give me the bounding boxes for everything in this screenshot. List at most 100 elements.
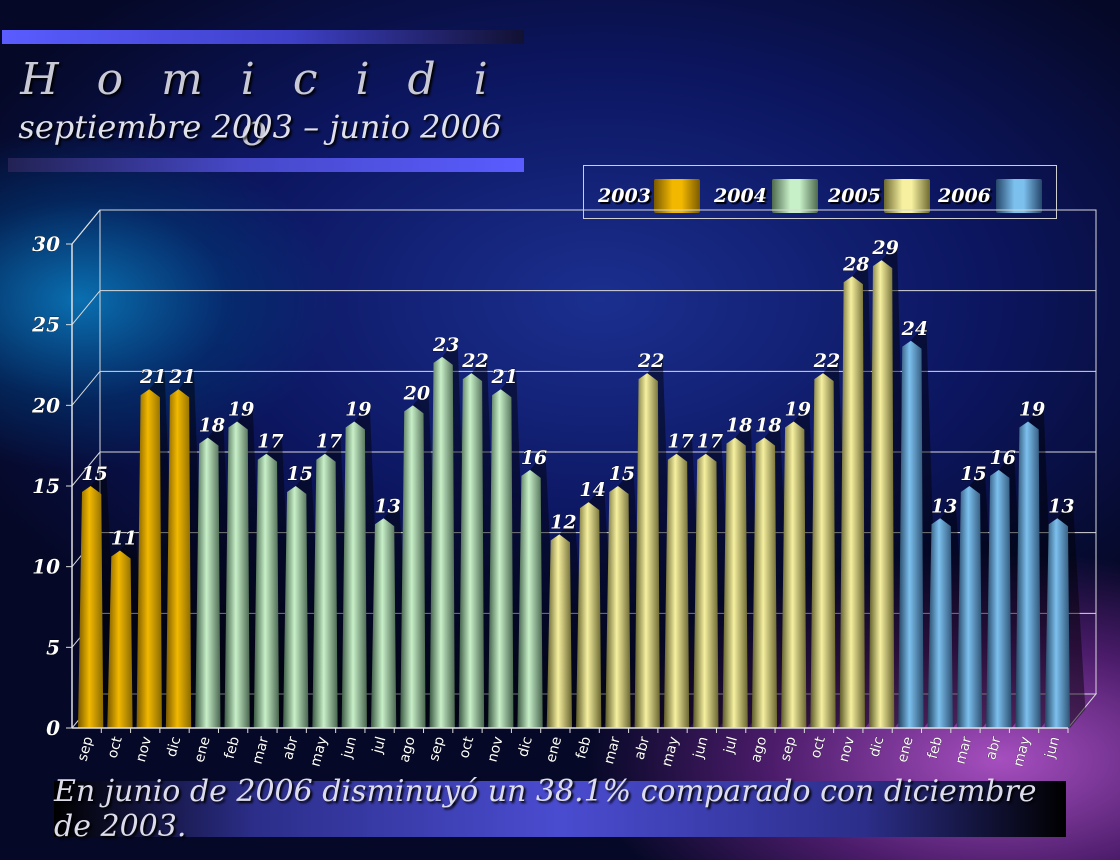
x-tick-label: dic (164, 735, 185, 759)
peak-front (722, 437, 748, 728)
x-tick-label: feb (573, 735, 594, 761)
chart-title: H o m i c i d i o (20, 54, 500, 156)
peak-front (956, 486, 983, 728)
data-label: 17 (257, 431, 283, 453)
x-tick-label: abr (280, 735, 302, 762)
data-label: 13 (374, 495, 400, 517)
x-tick-label: ago (397, 735, 419, 764)
legend-label: 2003 (598, 185, 651, 207)
x-tick-label: mar (953, 735, 976, 766)
x-tick-label: sep (75, 735, 97, 763)
legend-swatch-2006 (996, 179, 1042, 213)
data-label: 18 (199, 415, 225, 437)
x-tick-label: jun (1042, 735, 1063, 761)
peak-front (781, 421, 807, 728)
peak-front (868, 260, 895, 728)
data-label: 15 (609, 463, 635, 485)
gridline-side (71, 371, 101, 406)
x-tick-label: nov (133, 735, 155, 764)
legend: 2003 2004 2005 2006 (583, 165, 1057, 219)
data-label: 13 (1048, 495, 1074, 517)
data-label: 21 (139, 366, 166, 388)
area-peak (1044, 499, 1086, 728)
y-tick-label: 15 (32, 474, 60, 498)
x-tick-label: ago (748, 735, 770, 764)
data-label: 21 (168, 366, 195, 388)
peak-front (458, 373, 485, 728)
x-tick-label: feb (222, 735, 243, 761)
data-label: 22 (461, 350, 488, 372)
peak-front (1015, 421, 1041, 728)
x-tick-label: mar (250, 735, 273, 766)
gridline-side (71, 451, 101, 487)
peak-front (927, 518, 953, 728)
data-label: 19 (1019, 398, 1045, 420)
peak-front (136, 389, 162, 728)
data-label: 24 (901, 318, 928, 340)
data-label: 20 (403, 382, 430, 404)
y-tick-label: 25 (31, 313, 60, 337)
peak-front (400, 405, 426, 728)
peak-front (253, 453, 280, 728)
peak-front (634, 373, 660, 728)
y-tick-label: 0 (46, 716, 60, 740)
peak-front (517, 469, 543, 728)
peak-front (693, 453, 719, 728)
data-label: 19 (784, 398, 810, 420)
x-tick-label: jun (690, 735, 711, 761)
x-tick-label: ene (191, 735, 213, 764)
peak-front (165, 389, 192, 728)
x-tick-label: abr (983, 735, 1005, 762)
x-tick-label: nov (836, 735, 858, 764)
legend-label: 2005 (828, 185, 881, 207)
x-tick-label: ene (543, 735, 565, 764)
data-label: 21 (491, 366, 518, 388)
x-tick-label: oct (456, 734, 477, 760)
peak-front (312, 453, 338, 728)
x-tick-label: dic (867, 735, 888, 759)
data-label: 29 (871, 237, 898, 259)
gridline-side (71, 290, 101, 325)
data-label: 16 (521, 447, 547, 469)
peak-front (224, 421, 250, 728)
peak-front (370, 518, 397, 728)
series-area (78, 241, 1086, 728)
peak-front (488, 389, 514, 728)
x-tick-label: may (1011, 735, 1034, 769)
data-label: 15 (960, 463, 986, 485)
data-label: 17 (667, 431, 693, 453)
data-label: 16 (990, 447, 1016, 469)
legend-swatch-2004 (772, 179, 818, 213)
data-label: 17 (316, 431, 342, 453)
x-tick-label: abr (632, 735, 654, 762)
x-tick-label: nov (485, 735, 507, 764)
title-decor-bottom-bar (8, 158, 524, 172)
peak-front (839, 276, 865, 728)
x-tick-label: may (659, 735, 682, 769)
y-tick-label: 20 (31, 393, 60, 417)
legend-swatch-2003 (654, 179, 700, 213)
x-tick-label: sep (778, 735, 800, 763)
data-label: 18 (755, 415, 781, 437)
data-label: 19 (228, 398, 254, 420)
footer-note: En junio de 2006 disminuyó un 38.1% comp… (54, 774, 1037, 844)
data-label: 23 (432, 334, 459, 356)
peak-front (986, 469, 1012, 728)
peak-front (1044, 518, 1070, 728)
peak-front (341, 421, 367, 728)
x-tick-label: jul (369, 735, 389, 756)
peak-front (429, 356, 455, 728)
x-tick-label: mar (601, 735, 624, 766)
data-label: 19 (345, 398, 371, 420)
depth-edge (71, 209, 101, 245)
peak-front (898, 340, 924, 728)
peak-front (546, 534, 572, 728)
x-tick-label: oct (105, 734, 126, 760)
peak-front (810, 373, 836, 728)
legend-label: 2006 (938, 185, 991, 207)
x-tick-label: sep (426, 735, 448, 763)
peak-front (663, 453, 690, 728)
